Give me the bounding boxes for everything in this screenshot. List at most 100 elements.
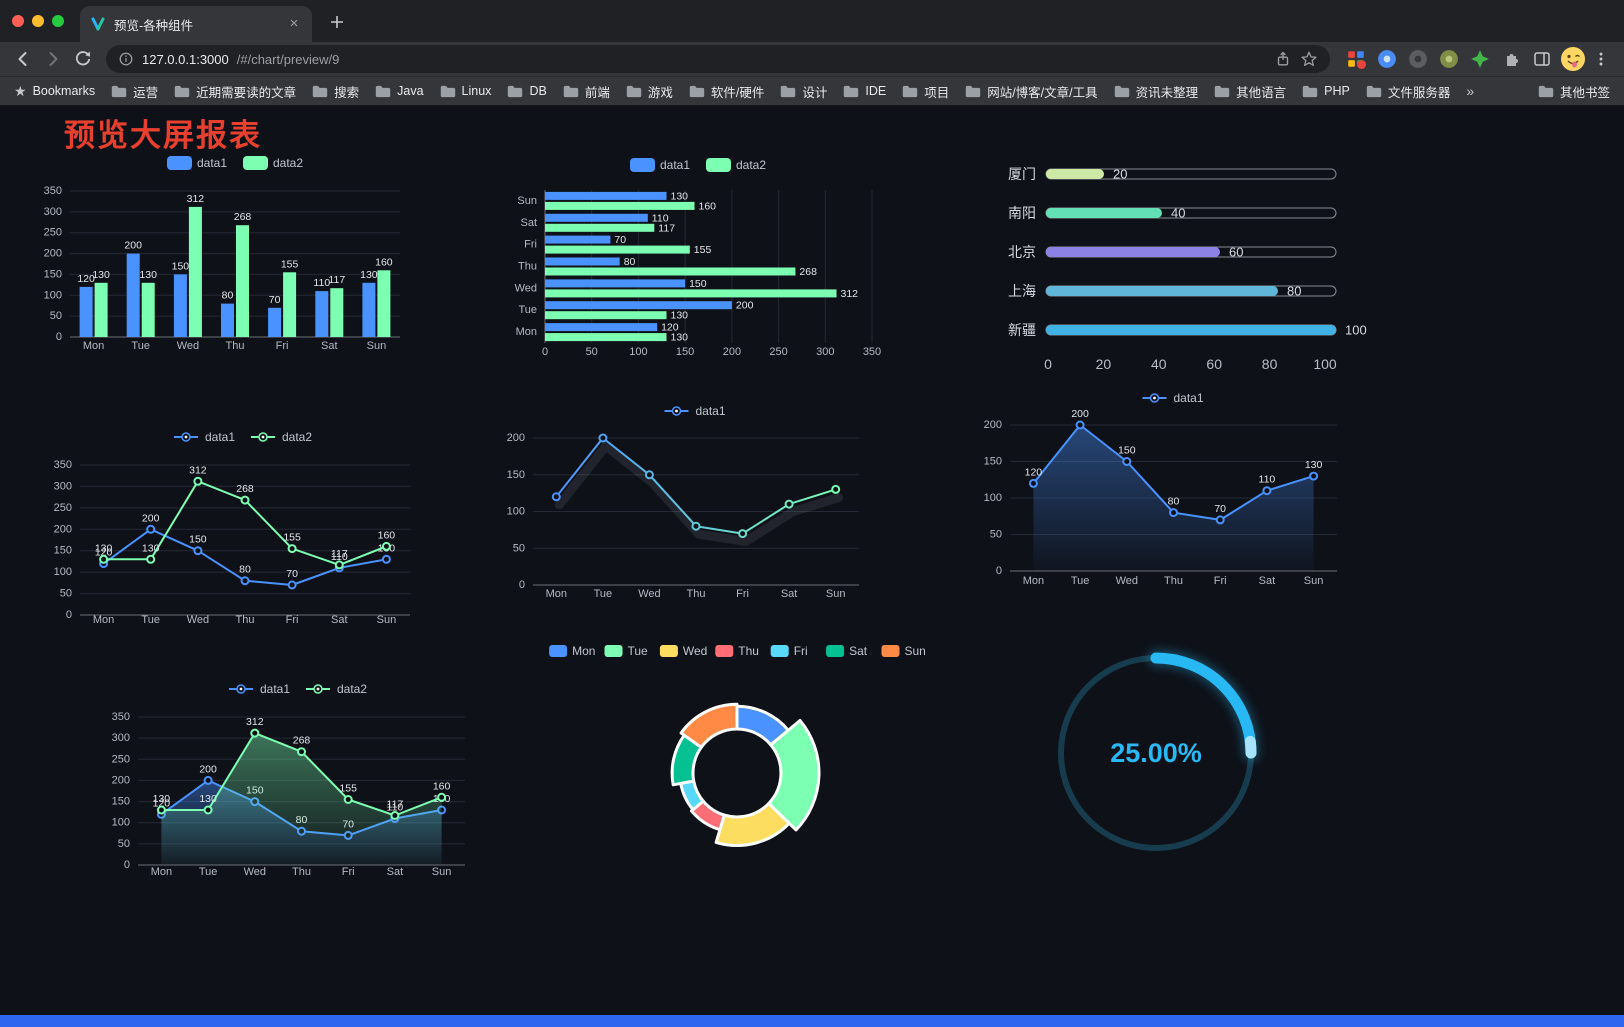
svg-text:50: 50: [118, 838, 130, 850]
svg-text:110: 110: [1259, 474, 1276, 486]
extension-icon-dark[interactable]: [1408, 49, 1428, 69]
svg-text:350: 350: [54, 459, 72, 471]
window-controls: [0, 15, 80, 42]
bookmark-folder[interactable]: 设计: [780, 82, 827, 101]
side-panel-icon[interactable]: [1532, 49, 1552, 69]
bookmarks-overflow-chevron[interactable]: »: [1466, 83, 1475, 99]
svg-text:150: 150: [112, 796, 130, 808]
site-info-icon[interactable]: [118, 51, 134, 67]
svg-text:70: 70: [269, 294, 281, 306]
svg-text:155: 155: [339, 783, 357, 795]
bookmark-folder[interactable]: 运营: [111, 82, 158, 101]
svg-text:data1: data1: [696, 404, 726, 418]
extension-icon-colorful[interactable]: [1346, 49, 1366, 69]
svg-text:南阳: 南阳: [1008, 205, 1036, 221]
url-host: 127.0.0.1:3000: [142, 51, 229, 67]
svg-text:60: 60: [1229, 245, 1243, 260]
kebab-menu-icon: [1599, 52, 1603, 66]
svg-text:150: 150: [189, 534, 207, 546]
svg-text:80: 80: [624, 256, 636, 268]
svg-text:Thu: Thu: [518, 261, 537, 273]
new-tab-button[interactable]: [322, 7, 352, 37]
bookmark-folder[interactable]: 搜索: [312, 82, 359, 101]
bookmark-folder[interactable]: PHP: [1302, 84, 1350, 98]
svg-text:155: 155: [694, 244, 712, 256]
menu-button[interactable]: [1586, 44, 1616, 74]
svg-text:Mon: Mon: [572, 644, 595, 658]
svg-text:130: 130: [671, 190, 689, 202]
other-bookmarks[interactable]: 其他书签: [1538, 82, 1610, 101]
svg-text:Tue: Tue: [141, 614, 160, 626]
bookmark-folder[interactable]: 资讯未整理: [1114, 82, 1198, 101]
extensions-puzzle-icon[interactable]: [1501, 49, 1521, 69]
svg-text:130: 130: [142, 542, 160, 554]
svg-text:20: 20: [1113, 167, 1127, 182]
svg-text:新疆: 新疆: [1008, 322, 1036, 338]
svg-text:50: 50: [50, 310, 62, 322]
bookmarks-root[interactable]: ★ Bookmarks: [14, 83, 95, 100]
close-window-button[interactable]: [12, 15, 24, 27]
svg-text:250: 250: [44, 227, 62, 239]
svg-text:268: 268: [234, 211, 252, 223]
browser-tab[interactable]: 预览-各种组件 ×: [80, 6, 312, 42]
bookmark-folder[interactable]: Java: [375, 84, 424, 98]
svg-text:data1: data1: [260, 682, 290, 696]
svg-text:350: 350: [112, 711, 130, 723]
svg-text:120: 120: [153, 797, 171, 809]
folder-icon: [689, 85, 705, 97]
minimize-window-button[interactable]: [32, 15, 44, 27]
svg-text:50: 50: [513, 542, 525, 554]
forward-button[interactable]: [38, 44, 68, 74]
folder-icon: [375, 85, 391, 97]
bookmark-folder[interactable]: 项目: [902, 82, 949, 101]
folder-icon: [1366, 85, 1382, 97]
svg-text:130: 130: [139, 269, 157, 281]
share-icon[interactable]: [1274, 50, 1292, 68]
svg-text:312: 312: [189, 464, 207, 476]
svg-text:268: 268: [799, 266, 817, 278]
svg-text:Thu: Thu: [738, 644, 759, 658]
bookmark-folder[interactable]: 网站/博客/文章/工具: [965, 82, 1098, 101]
svg-text:0: 0: [56, 331, 62, 343]
extension-icon-olive[interactable]: [1439, 49, 1459, 69]
svg-text:130: 130: [92, 269, 110, 281]
bookmark-folder[interactable]: DB: [507, 84, 547, 98]
bookmark-star-icon[interactable]: [1300, 50, 1318, 68]
bookmark-folder[interactable]: 软件/硬件: [689, 82, 764, 101]
bookmark-label: PHP: [1324, 84, 1350, 98]
bookmark-folder[interactable]: 前端: [563, 82, 610, 101]
folder-icon: [844, 85, 859, 97]
bookmark-folder[interactable]: 其他语言: [1214, 82, 1286, 101]
chart-two-series-area-line: data1 data2 0 50 100 150 200 250 300 350 Mon Tue Wed…: [112, 682, 465, 878]
svg-text:200: 200: [736, 300, 754, 312]
address-bar[interactable]: 127.0.0.1:3000 /#/chart/preview/9: [106, 45, 1330, 73]
svg-text:Sat: Sat: [781, 588, 798, 600]
bookmark-label: 前端: [584, 85, 610, 100]
svg-text:Wed: Wed: [515, 282, 537, 294]
tab-close-icon[interactable]: ×: [289, 15, 299, 32]
bookmark-folder[interactable]: 游戏: [626, 82, 673, 101]
bookmark-folder[interactable]: IDE: [843, 84, 886, 98]
svg-text:200: 200: [507, 432, 525, 444]
bookmark-folder[interactable]: Linux: [440, 84, 491, 98]
svg-text:150: 150: [44, 268, 62, 280]
svg-text:Thu: Thu: [687, 588, 706, 600]
svg-text:300: 300: [816, 346, 834, 358]
svg-text:130: 130: [1305, 459, 1323, 471]
bookmark-folder[interactable]: 近期需要读的文章: [174, 82, 296, 101]
bookmark-folder[interactable]: 文件服务器: [1366, 82, 1450, 101]
bookmarks-items: 运营 近期需要读的文章 搜索 Java Linux DB 前端 游戏 软件/硬件 设计 IDE 项目 网…: [111, 82, 1450, 101]
svg-text:Fri: Fri: [736, 588, 749, 600]
reload-button[interactable]: [68, 44, 98, 74]
folder-icon: [312, 85, 328, 97]
profile-avatar[interactable]: [1560, 46, 1586, 72]
plus-icon: [331, 16, 343, 28]
extension-icon-blue[interactable]: [1377, 49, 1397, 69]
svg-text:70: 70: [1214, 503, 1226, 515]
back-button[interactable]: [8, 44, 38, 74]
zoom-window-button[interactable]: [52, 15, 64, 27]
svg-text:200: 200: [44, 248, 62, 260]
svg-text:200: 200: [112, 774, 130, 786]
extension-icon-green-star[interactable]: [1470, 49, 1490, 69]
